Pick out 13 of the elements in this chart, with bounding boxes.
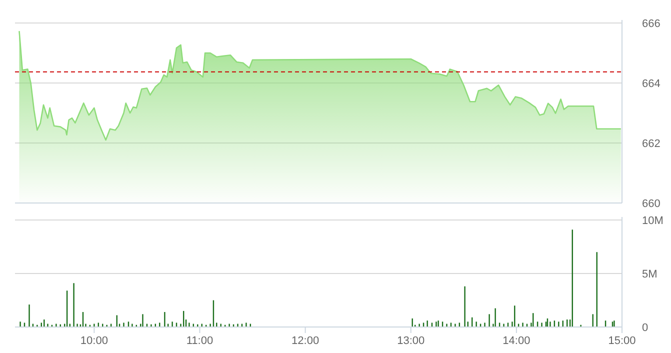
y-tick-label: 666 xyxy=(642,18,660,30)
x-tick-label: 15:00 xyxy=(608,335,636,347)
x-tick-label: 14:00 xyxy=(502,335,530,347)
x-tick-label: 10:00 xyxy=(80,335,108,347)
y-tick-label: 664 xyxy=(642,78,660,90)
y-tick-label: 0 xyxy=(642,322,648,334)
y-tick-label: 662 xyxy=(642,138,660,150)
x-tick-label: 11:00 xyxy=(186,335,214,347)
x-tick-label: 13:00 xyxy=(397,335,425,347)
y-tick-label: 5M xyxy=(642,268,658,280)
x-tick-label: 12:00 xyxy=(292,335,320,347)
y-tick-label: 660 xyxy=(642,198,660,210)
y-tick-label: 10M xyxy=(642,214,664,227)
